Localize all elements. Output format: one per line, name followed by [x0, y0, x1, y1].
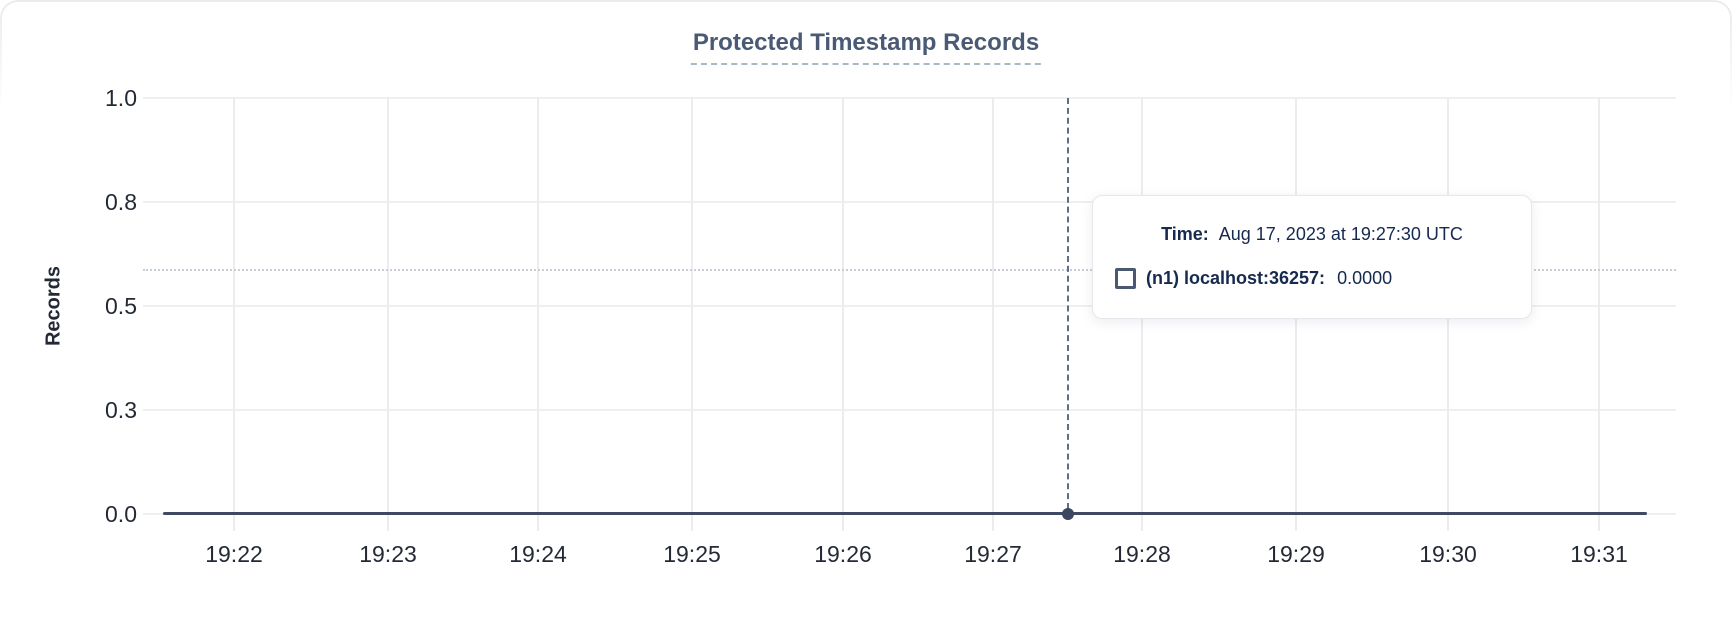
h-gridline: [143, 305, 1676, 307]
v-gridline: [1598, 97, 1600, 531]
y-tick-label: 0.0: [105, 501, 137, 527]
x-tick-label: 19:29: [1267, 541, 1325, 567]
tooltip-time-row: Time: Aug 17, 2023 at 19:27:30 UTC: [1093, 222, 1531, 246]
h-gridline: [143, 97, 1676, 99]
crosshair-vertical-line: [1067, 98, 1069, 509]
x-tick-label: 19:25: [663, 541, 721, 567]
chart-title[interactable]: Protected Timestamp Records: [690, 29, 1042, 65]
y-tick-label: 0.5: [105, 293, 137, 319]
y-tick-label: 1.0: [105, 85, 137, 111]
v-gridline: [691, 97, 693, 531]
h-gridline: [143, 409, 1676, 411]
v-gridline: [537, 97, 539, 531]
x-tick-label: 19:24: [509, 541, 567, 567]
v-gridline: [842, 97, 844, 531]
tooltip-series-label: (n1) localhost:36257:: [1146, 268, 1326, 288]
series-line: [163, 512, 1647, 515]
v-gridline: [233, 97, 235, 531]
v-gridline: [992, 97, 994, 531]
crosshair-horizontal-line: [143, 269, 1676, 271]
tooltip-time-value: Aug 17, 2023 at 19:27:30 UTC: [1218, 224, 1463, 244]
y-tick-label: 0.3: [105, 397, 137, 423]
x-tick-label: 19:31: [1570, 541, 1628, 567]
v-gridline: [387, 97, 389, 531]
x-tick-label: 19:30: [1419, 541, 1477, 567]
tooltip-series-value: 0.0000: [1337, 268, 1393, 288]
x-tick-label: 19:26: [814, 541, 872, 567]
tooltip-time-label: Time:: [1161, 224, 1209, 244]
x-tick-label: 19:22: [205, 541, 263, 567]
tooltip-series-row: (n1) localhost:36257: 0.0000: [1115, 266, 1392, 290]
hover-tooltip: Time: Aug 17, 2023 at 19:27:30 UTC (n1) l…: [1092, 195, 1532, 319]
h-gridline: [143, 201, 1676, 203]
x-tick-label: 19:27: [964, 541, 1022, 567]
hover-data-point: [1062, 508, 1074, 520]
x-tick-label: 19:23: [359, 541, 417, 567]
y-tick-label: 0.8: [105, 189, 137, 215]
x-tick-label: 19:28: [1113, 541, 1171, 567]
series-swatch-icon: [1115, 267, 1136, 289]
